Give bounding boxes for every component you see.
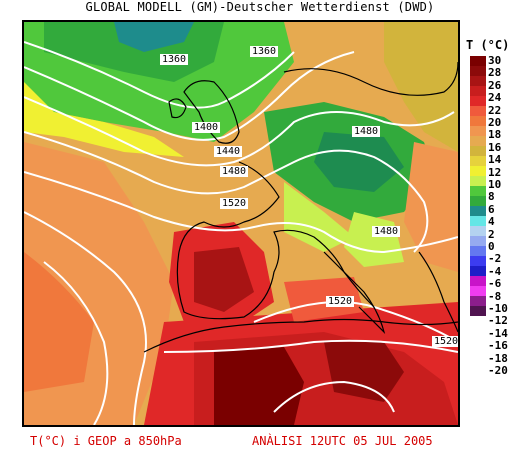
legend-tick-label: 26	[488, 78, 502, 92]
legend-tick-label: 14	[488, 153, 502, 167]
isohypse-sahara	[273, 380, 395, 413]
iberia-hot-core	[194, 247, 254, 312]
legend-title: T (°C)	[466, 38, 510, 52]
legend-tick-label: 8	[488, 190, 495, 204]
scandinavia-coast	[283, 61, 458, 96]
legend-tick-label: -10	[488, 302, 508, 315]
legend-tick-label: 28	[488, 66, 502, 80]
legend-tick-label: -8	[488, 289, 502, 303]
legend-tick-label: -4	[488, 264, 502, 278]
legend-tick-label: 4	[488, 215, 495, 229]
legend-swatch	[470, 216, 486, 226]
legend-swatch	[470, 126, 486, 136]
east-warm-zone	[404, 142, 458, 272]
legend-swatch	[470, 246, 486, 256]
isobar-label: 1440	[214, 146, 243, 157]
legend-tick-label: 20	[488, 116, 502, 129]
legend-swatch	[470, 206, 486, 216]
legend-tick-label: -12	[488, 314, 508, 328]
legend-swatch	[470, 176, 486, 186]
isohypse-1440	[24, 96, 455, 167]
legend-swatch	[470, 86, 486, 96]
legend-tick-label: 12	[488, 165, 502, 179]
legend-swatch	[470, 296, 486, 306]
legend-swatch	[470, 116, 486, 126]
isobar-label: 1520	[220, 198, 249, 209]
isobar-label: 1520	[326, 296, 355, 307]
map-canvas	[24, 22, 458, 425]
legend-tick-label: 0	[488, 240, 495, 253]
legend-swatch	[470, 226, 486, 236]
legend-swatch	[470, 306, 486, 316]
alps-zone	[284, 182, 354, 252]
legend-tick-label: 2	[488, 227, 495, 241]
algeria-hot	[324, 342, 404, 402]
legend-tick-label: -2	[488, 252, 502, 266]
isobar-label: 1520	[432, 336, 459, 347]
legend-tick-label: 30	[488, 54, 502, 67]
legend-swatch	[470, 136, 486, 146]
legend-swatch	[470, 236, 486, 246]
legend-swatch	[470, 276, 486, 286]
legend-swatch	[470, 186, 486, 196]
temperature-map[interactable]: 1360 1360 1400 1440 1480 1480 1520 1480 …	[22, 20, 460, 427]
legend-tick-label: -18	[488, 351, 508, 365]
legend-tick-label: 24	[488, 91, 502, 105]
legend-swatch	[470, 106, 486, 116]
legend-swatch	[470, 286, 486, 296]
variable-caption: T(°C) i GEOP a 850hPa	[30, 434, 182, 448]
color-legend	[470, 56, 486, 316]
isohypse-1480	[24, 131, 429, 253]
analysis-time-caption: ANÀLISI 12UTC 05 JUL 2005	[252, 434, 433, 448]
balkans-coast	[418, 251, 458, 333]
legend-tick-label: -14	[488, 326, 508, 340]
ireland-coast	[168, 98, 187, 119]
legend-swatch	[470, 96, 486, 106]
central-europe-core	[314, 132, 404, 192]
legend-swatch	[470, 76, 486, 86]
legend-swatch	[470, 56, 486, 66]
isobar-label: 1480	[372, 226, 401, 237]
legend-swatch	[470, 66, 486, 76]
legend-tick-label: -16	[488, 339, 508, 353]
legend-tick-label: 6	[488, 202, 495, 216]
legend-swatch	[470, 256, 486, 266]
legend-swatch	[470, 166, 486, 176]
isobar-label: 1400	[192, 122, 221, 133]
legend-swatch	[470, 156, 486, 166]
isobar-label: 1360	[160, 54, 189, 65]
legend-swatch	[470, 146, 486, 156]
yellow-front	[24, 82, 184, 157]
legend-tick-label: 16	[488, 140, 502, 154]
italy-north-zone	[344, 212, 404, 267]
isohypse-wave-1	[24, 211, 147, 425]
legend-swatch	[470, 196, 486, 206]
legend-tick-label: 10	[488, 178, 502, 191]
isobar-label: 1360	[250, 46, 279, 57]
legend-tick-label: -6	[488, 277, 502, 291]
atlantic-warm-core	[24, 252, 94, 392]
isobar-label: 1480	[352, 126, 381, 137]
north-cold-core	[114, 22, 194, 52]
legend-tick-label: 22	[488, 103, 502, 117]
isobar-label: 1480	[220, 166, 249, 177]
legend-tick-label: 18	[488, 128, 502, 142]
legend-swatch	[470, 266, 486, 276]
sahara-hottest	[214, 347, 304, 425]
map-title: GLOBAL MODELL (GM)-Deutscher Wetterdiens…	[85, 0, 435, 14]
isohypse-1400	[24, 51, 355, 141]
north-africa-coast	[143, 318, 458, 353]
isohypse-south	[163, 339, 458, 353]
western-europe-coast	[176, 161, 375, 320]
isohypse-wave-2	[43, 261, 109, 425]
isohypse-1520a	[24, 171, 458, 254]
isohypse-1360	[24, 41, 295, 109]
legend-tick-label: -20	[488, 364, 508, 377]
west-med-sea	[284, 277, 364, 322]
